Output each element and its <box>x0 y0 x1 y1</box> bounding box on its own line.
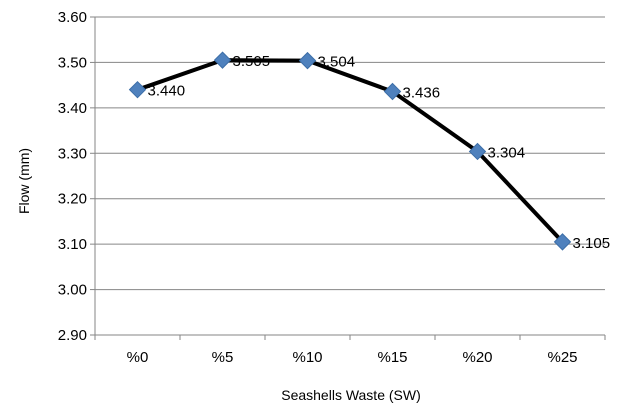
data-label: 3.105 <box>573 235 611 252</box>
y-tick-labels: 2.90 3.00 3.10 3.20 3.30 3.40 3.50 3.60 <box>58 9 87 344</box>
x-tick-label: %15 <box>377 349 407 366</box>
x-axis-title: Seashells Waste (SW) <box>281 387 421 403</box>
data-label: 3.504 <box>318 54 356 71</box>
series-flow <box>128 51 572 251</box>
y-tick-label: 3.30 <box>58 145 87 162</box>
data-point-marker <box>553 233 572 251</box>
data-point-marker <box>213 51 232 69</box>
x-tick-label: %10 <box>292 349 322 366</box>
gridlines <box>95 16 605 291</box>
data-label: 3.436 <box>403 85 441 102</box>
data-point-marker <box>128 80 147 99</box>
axes <box>90 16 606 340</box>
y-tick-label: 3.60 <box>58 9 87 26</box>
data-label: 3.505 <box>233 53 271 70</box>
y-tick-label: 3.10 <box>58 236 87 253</box>
x-tick-labels: %0 %5 %10 %15 %20 %25 <box>127 349 578 366</box>
y-tick-label: 2.90 <box>58 327 87 344</box>
x-tick-label: %5 <box>212 349 234 366</box>
x-tick-label: %0 <box>127 349 149 366</box>
series-line <box>136 58 564 244</box>
y-axis-title: Flow (mm) <box>16 148 32 214</box>
data-point-marker <box>298 51 317 70</box>
data-point-marker <box>468 142 487 161</box>
y-tick-label: 3.40 <box>58 100 87 117</box>
y-tick-label: 3.50 <box>58 54 87 71</box>
y-tick-label: 3.00 <box>58 282 87 299</box>
data-point-marker <box>383 82 402 101</box>
x-tick-label: %20 <box>462 349 492 366</box>
y-tick-label: 3.20 <box>58 191 87 208</box>
data-label: 3.440 <box>148 83 186 100</box>
x-tick-label: %25 <box>547 349 577 366</box>
data-label: 3.304 <box>488 144 526 161</box>
data-labels: 3.440 3.505 3.504 3.436 3.304 3.105 <box>148 53 611 252</box>
